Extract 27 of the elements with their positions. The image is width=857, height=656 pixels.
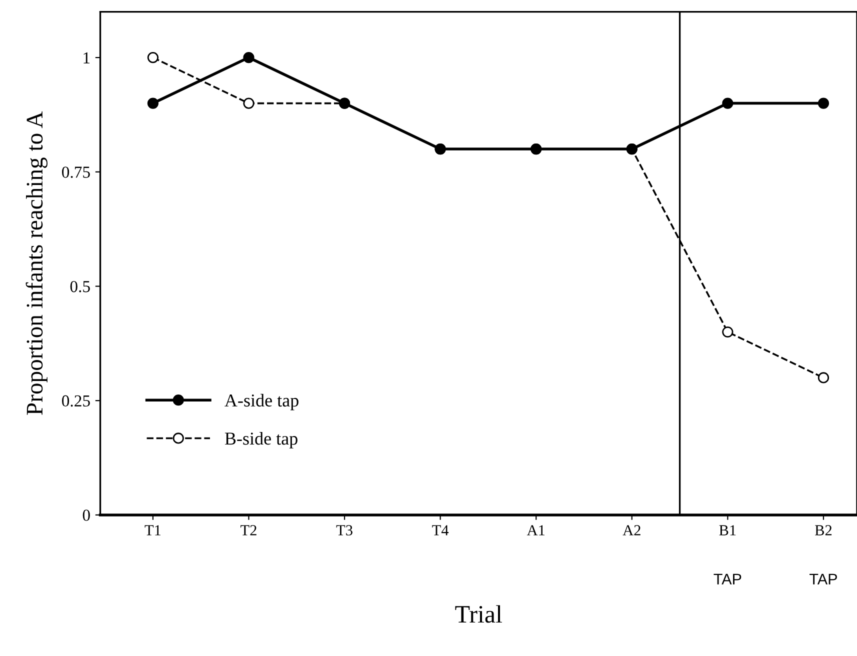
point [243, 52, 254, 64]
point [818, 372, 830, 384]
x-tick-label: B2 [815, 525, 832, 536]
y-tick-label: 1 [84, 52, 90, 64]
text: TAP [714, 574, 742, 584]
point [722, 98, 734, 109]
x-tick-label: A1 [526, 525, 545, 536]
point [147, 52, 159, 64]
point [722, 326, 734, 338]
y-tick-label: 0.25 [62, 395, 90, 407]
y-axis-title: Proportion infants reaching to A [26, 111, 48, 415]
x-tick-label: T1 [144, 525, 161, 536]
y-tick-label: 0.5 [70, 280, 90, 292]
x-tick-label: T2 [240, 525, 256, 536]
point [243, 98, 254, 109]
y-tick-label: 0 [82, 510, 90, 521]
x-tick-label: T4 [432, 525, 449, 536]
x-tick-label: B1 [719, 525, 736, 536]
point [818, 98, 830, 109]
legend-label: B-side tap [224, 432, 298, 448]
x-tick-label: A2 [622, 525, 640, 536]
y-tick-label: 0.75 [62, 166, 90, 178]
x-axis-title: Trial [455, 605, 502, 623]
text: TAP [810, 574, 837, 584]
x-tick-label: T3 [336, 525, 352, 536]
point [147, 98, 159, 109]
legend-label: A-side tap [224, 394, 298, 410]
